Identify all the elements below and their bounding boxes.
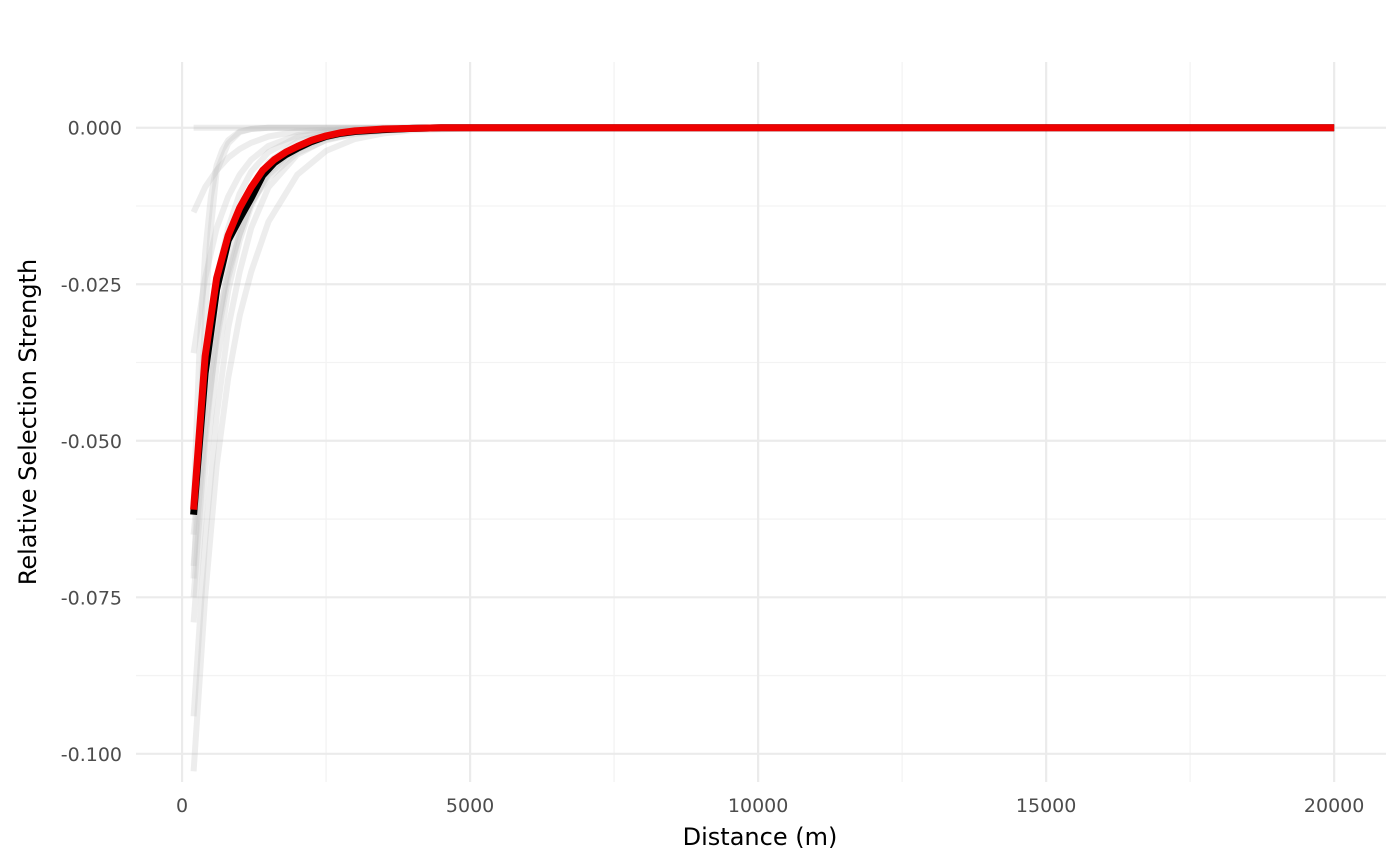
y-tick-label: 0.000 xyxy=(68,118,122,140)
y-axis-title: Relative Selection Strength xyxy=(14,259,42,585)
minor-grid xyxy=(136,62,1386,782)
y-tick-label: -0.075 xyxy=(61,587,122,609)
y-tick-label: -0.025 xyxy=(61,274,122,296)
y-tick-labels: 0.000 -0.025 -0.050 -0.075 -0.100 xyxy=(61,118,122,766)
x-axis-title: Distance (m) xyxy=(683,823,838,851)
x-tick-label: 20000 xyxy=(1304,795,1364,817)
x-tick-labels: 0 5000 10000 15000 20000 xyxy=(176,795,1364,817)
individual-line xyxy=(190,124,1335,504)
x-tick-label: 15000 xyxy=(1016,795,1076,817)
y-tick-label: -0.100 xyxy=(61,744,122,766)
fitted-line xyxy=(190,124,1335,510)
x-tick-label: 10000 xyxy=(728,795,788,817)
individual-line xyxy=(190,124,1335,579)
main-lines xyxy=(190,124,1335,515)
x-tick-label: 0 xyxy=(176,795,188,817)
y-tick-label: -0.050 xyxy=(61,431,122,453)
x-tick-label: 5000 xyxy=(446,795,494,817)
